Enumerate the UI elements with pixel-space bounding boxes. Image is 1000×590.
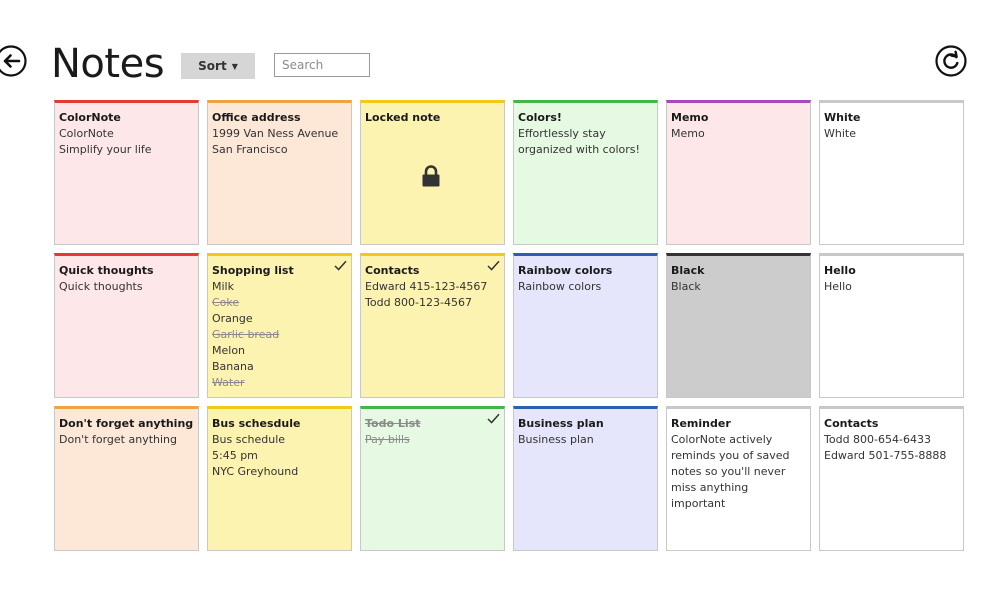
note-card[interactable]: Contacts Todd 800-654-6433 Edward 501-755-… (819, 406, 964, 551)
note-card[interactable]: Reminder ColorNote actively reminds you o… (666, 406, 811, 551)
note-title: Black (671, 264, 705, 277)
note-card[interactable]: ColorNote ColorNote Simplify your life (54, 100, 199, 245)
refresh-icon (935, 45, 967, 77)
sort-button[interactable]: Sort ▼ (181, 53, 255, 79)
note-line: Rainbow colors (518, 280, 602, 293)
refresh-button[interactable] (934, 44, 968, 78)
checklist-item[interactable]: Melon (212, 344, 246, 357)
note-line: Simplify your life (59, 143, 152, 156)
note-card[interactable]: White White (819, 100, 964, 245)
note-title: Memo (671, 111, 709, 124)
note-line: ColorNote (59, 127, 114, 140)
notes-grid: ColorNote ColorNote Simplify your life Offi… (54, 100, 964, 551)
lock-icon (421, 165, 441, 187)
note-title: Hello (824, 264, 856, 277)
note-title: White (824, 111, 861, 124)
checkmark-icon (487, 260, 500, 271)
back-arrow-icon (0, 45, 27, 77)
search-input[interactable] (274, 53, 370, 77)
note-title: Contacts (824, 417, 879, 430)
checklist-item[interactable]: Garlic bread (212, 328, 280, 341)
note-line: Hello (824, 280, 852, 293)
sort-label: Sort (198, 59, 227, 73)
note-line: Todd 800-654-6433 (824, 433, 931, 446)
note-title: Locked note (365, 111, 441, 124)
note-card[interactable]: Contacts Edward 415-123-4567 Todd 800-123-… (360, 253, 505, 398)
note-card[interactable]: Office address 1999 Van Ness Avenue San Fr… (207, 100, 352, 245)
note-line: White (824, 127, 856, 140)
note-line: Memo (671, 127, 705, 140)
note-title: Bus schesdule (212, 417, 301, 430)
note-title: Todo List (365, 417, 421, 430)
checklist-item[interactable]: Pay bills (365, 433, 410, 446)
note-card[interactable]: Colors! Effortlessly stay organized with … (513, 100, 658, 245)
checkmark-icon (487, 413, 500, 424)
note-card[interactable]: Quick thoughts Quick thoughts (54, 253, 199, 398)
note-title: Business plan (518, 417, 604, 430)
note-line: Bus schedule (212, 433, 286, 446)
note-line: San Francisco (212, 143, 288, 156)
note-line: Black (671, 280, 701, 293)
note-line: 5:45 pm (212, 449, 258, 462)
page-title: Notes (51, 41, 165, 87)
checkmark-icon (334, 260, 347, 271)
note-title: Contacts (365, 264, 420, 277)
back-button[interactable] (0, 44, 28, 78)
note-body: ColorNote actively reminds you of saved … (671, 433, 790, 510)
note-title: ColorNote (59, 111, 121, 124)
checklist-item[interactable]: Coke (212, 296, 240, 309)
note-line: 1999 Van Ness Avenue (212, 127, 339, 140)
note-title: Reminder (671, 417, 731, 430)
note-card[interactable]: Todo List Pay bills (360, 406, 505, 551)
note-line: Todd 800-123-4567 (365, 296, 472, 309)
note-line: Don't forget anything (59, 433, 178, 446)
note-card[interactable]: Rainbow colors Rainbow colors (513, 253, 658, 398)
note-title: Colors! (518, 111, 562, 124)
note-line: Edward 415-123-4567 (365, 280, 488, 293)
note-card[interactable]: Memo Memo (666, 100, 811, 245)
checklist-item[interactable]: Milk (212, 280, 234, 293)
note-title: Rainbow colors (518, 264, 613, 277)
note-title: Shopping list (212, 264, 294, 277)
note-line: NYC Greyhound (212, 465, 299, 478)
note-card[interactable]: Black Black (666, 253, 811, 398)
checklist-item[interactable]: Orange (212, 312, 253, 325)
note-card[interactable]: Don't forget anything Don't forget anythi… (54, 406, 199, 551)
chevron-down-icon: ▼ (231, 61, 238, 71)
note-card[interactable]: Locked note (360, 100, 505, 245)
note-card[interactable]: Bus schesdule Bus schedule 5:45 pm NYC Grey… (207, 406, 352, 551)
note-line: Quick thoughts (59, 280, 143, 293)
note-title: Office address (212, 111, 301, 124)
note-card[interactable]: Hello Hello (819, 253, 964, 398)
note-title: Quick thoughts (59, 264, 154, 277)
checklist-item[interactable]: Water (212, 376, 245, 389)
note-card[interactable]: Business plan Business plan (513, 406, 658, 551)
note-title: Don't forget anything (59, 417, 194, 430)
note-card[interactable]: Shopping list Milk Coke Orange Garlic bread M… (207, 253, 352, 398)
checklist-item[interactable]: Banana (212, 360, 254, 373)
note-body: Effortlessly stay organized with colors! (518, 127, 640, 156)
note-line: Edward 501-755-8888 (824, 449, 947, 462)
note-line: Business plan (518, 433, 594, 446)
